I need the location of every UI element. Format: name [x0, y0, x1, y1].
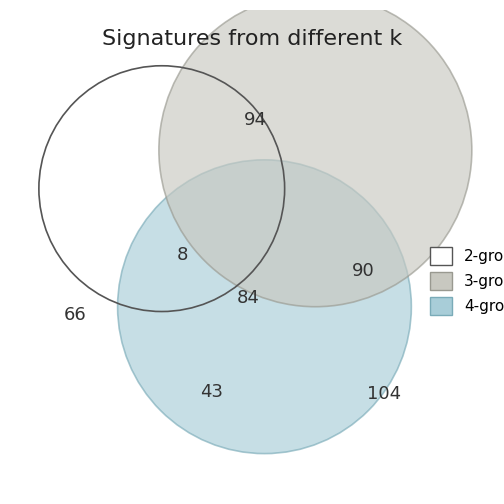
Text: 43: 43 [200, 383, 223, 401]
Text: 8: 8 [177, 246, 188, 264]
Text: Signatures from different k: Signatures from different k [102, 29, 402, 49]
Text: 66: 66 [64, 306, 87, 325]
Text: 104: 104 [367, 385, 402, 403]
Text: 94: 94 [243, 111, 267, 130]
Circle shape [159, 0, 472, 307]
Circle shape [117, 160, 411, 454]
Legend: 2-group, 3-group, 4-group: 2-group, 3-group, 4-group [424, 241, 504, 321]
Text: 84: 84 [237, 289, 260, 307]
Text: 90: 90 [352, 262, 375, 280]
